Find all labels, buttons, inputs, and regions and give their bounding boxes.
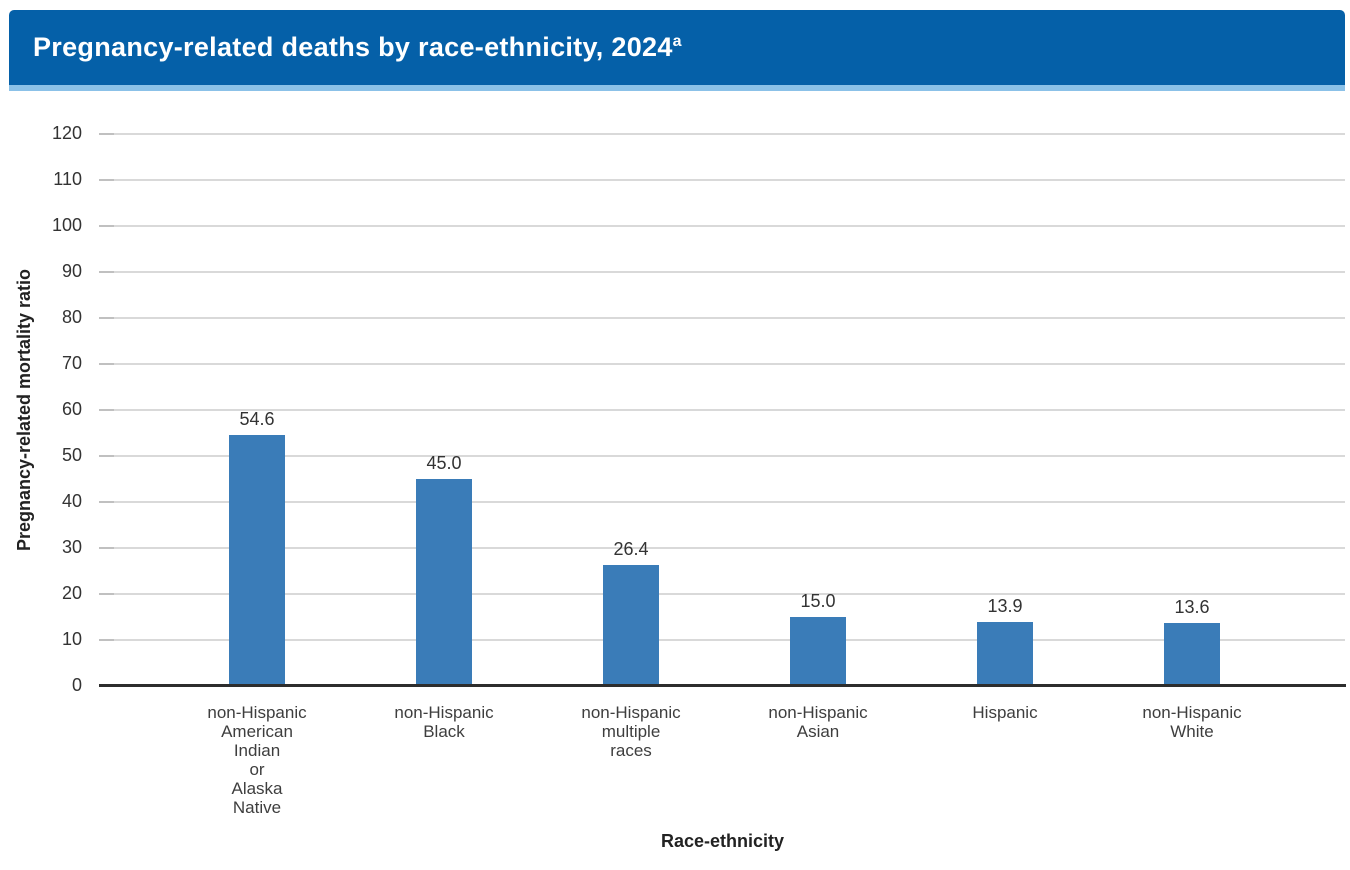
- category-label-line: or: [249, 760, 265, 779]
- gridline: [99, 225, 1345, 227]
- category-label-line: non-Hispanic: [768, 703, 868, 722]
- category-label-line: multiple: [601, 722, 661, 741]
- y-tick-label: 110: [53, 169, 82, 189]
- y-tick-label: 120: [51, 123, 82, 143]
- chart-title-footnote-marker: a: [672, 33, 682, 50]
- gridline: [99, 133, 1345, 135]
- header-banner: Pregnancy-related deaths by race-ethnici…: [9, 10, 1345, 85]
- gridline: [99, 501, 1345, 503]
- x-axis-title: Race-ethnicity: [660, 831, 785, 851]
- category-label-line: Hispanic: [972, 703, 1038, 722]
- bar-value-label: 13.9: [987, 596, 1023, 617]
- y-tick-mark: [99, 547, 114, 549]
- gridline: [99, 409, 1345, 411]
- bar: [790, 617, 846, 684]
- y-tick-mark: [99, 409, 114, 411]
- bar-value-label: 45.0: [426, 453, 462, 473]
- y-tick-mark: [99, 501, 114, 503]
- bar-value-label: 13.6: [1174, 597, 1210, 618]
- gridline: [99, 593, 1345, 595]
- bar: [229, 434, 285, 684]
- category-label-line: Indian: [233, 741, 281, 760]
- y-tick-mark: [99, 639, 114, 641]
- bar-value-label: 15.0: [800, 591, 836, 611]
- bar-value-label: 54.6: [239, 408, 275, 429]
- gridline: [99, 547, 1345, 549]
- category-label: non-Hispanic White: [1098, 703, 1286, 741]
- category-label: non-Hispanic multiple races: [537, 703, 725, 760]
- gridline: [99, 179, 1345, 181]
- bar: [1164, 623, 1220, 684]
- y-tick-label: 60: [61, 399, 82, 419]
- category-label-line: American: [221, 722, 293, 741]
- y-tick-label: 10: [61, 629, 82, 649]
- chart-title-text: Pregnancy-related deaths by race-ethnici…: [33, 32, 673, 62]
- y-tick-label: 20: [61, 583, 82, 603]
- gridline: [99, 271, 1345, 273]
- y-tick-mark: [99, 271, 114, 273]
- gridline: [99, 455, 1345, 457]
- category-label-line: Black: [423, 722, 465, 741]
- category-label: non-Hispanic Asian: [724, 703, 912, 741]
- bar: [603, 564, 659, 684]
- bar: [416, 479, 472, 684]
- chart-title: Pregnancy-related deaths by race-ethnici…: [33, 32, 682, 63]
- y-tick-mark: [99, 317, 114, 319]
- y-tick-mark: [99, 179, 114, 181]
- banner-accent-strip: [9, 85, 1345, 91]
- category-label: Hispanic: [911, 703, 1099, 722]
- y-tick-label: 50: [61, 445, 82, 465]
- y-tick-label: 40: [61, 491, 82, 511]
- y-tick-label: 30: [61, 537, 82, 557]
- y-tick-label: 0: [71, 675, 82, 695]
- category-label-line: non-Hispanic: [394, 703, 494, 722]
- y-tick-mark: [99, 363, 114, 365]
- category-label-line: Native: [232, 798, 282, 817]
- y-tick-label: 100: [51, 215, 82, 235]
- category-label-line: non-Hispanic: [1142, 703, 1242, 722]
- bar: [977, 622, 1033, 684]
- category-label-line: Alaska: [231, 779, 283, 798]
- y-tick-label: 80: [61, 307, 82, 327]
- category-label-line: Asian: [796, 722, 840, 741]
- gridline: [99, 639, 1345, 641]
- y-tick-label: 70: [61, 353, 82, 373]
- gridline: [99, 363, 1345, 365]
- y-tick-mark: [99, 455, 114, 457]
- category-label-line: non-Hispanic: [207, 703, 307, 722]
- bar-value-label: 26.4: [613, 538, 649, 559]
- y-tick-mark: [99, 593, 114, 595]
- category-label-line: races: [610, 741, 652, 760]
- y-tick-mark: [99, 225, 114, 227]
- category-label-line: non-Hispanic: [581, 703, 681, 722]
- gridline: [99, 317, 1345, 319]
- category-label: non-Hispanic Black: [350, 703, 538, 741]
- category-label: non-Hispanic American Indian or Alaska Native: [163, 703, 351, 817]
- x-axis-line: [99, 684, 1346, 687]
- y-tick-label: 90: [61, 261, 82, 281]
- y-tick-mark: [99, 133, 114, 135]
- category-label-line: White: [1170, 722, 1214, 741]
